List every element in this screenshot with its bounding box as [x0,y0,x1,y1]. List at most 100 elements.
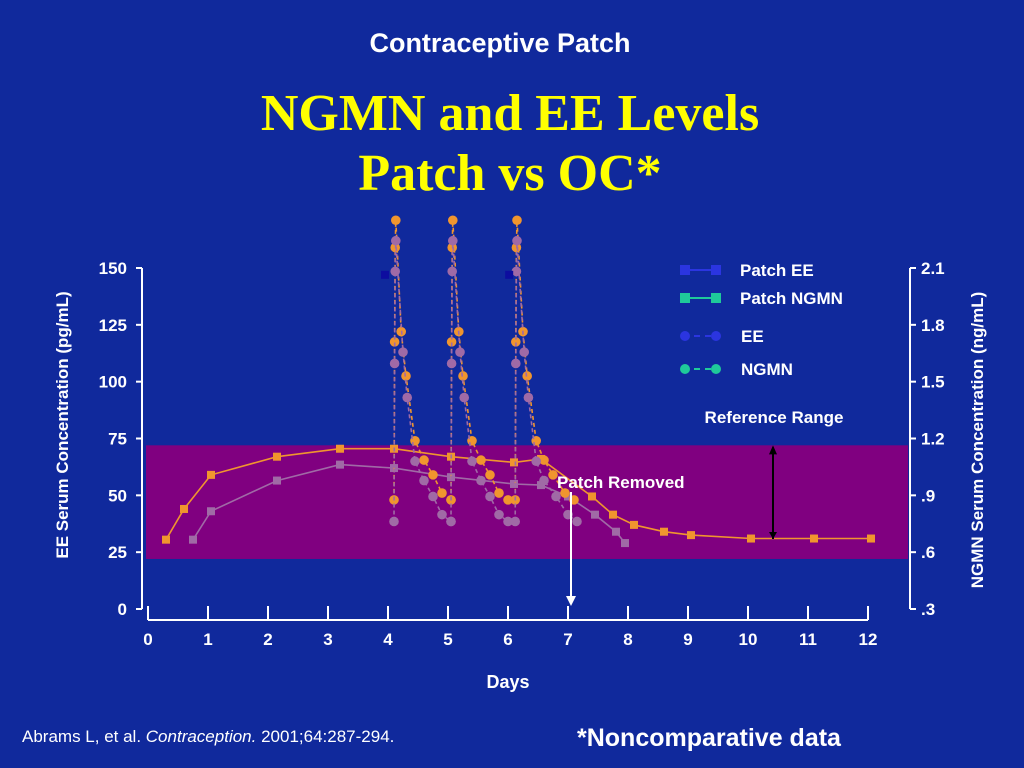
slide-subtitle: Contraceptive Patch [369,28,631,58]
citation-suffix: 2001;64:287-294. [256,727,395,746]
patch-ngmn-point [510,458,518,467]
x-tick-label: 5 [443,630,452,649]
patch-ee-marker-point [381,270,389,279]
ngmn-point [503,495,513,505]
ee-point [494,509,504,520]
ee-point [389,358,400,369]
ee-point [459,392,470,403]
ee-point [519,347,529,357]
y-left-tick-label: 50 [108,486,127,505]
patch-ee-point [273,476,281,485]
ee-point [447,266,458,277]
ngmn-point [476,455,486,465]
reference-range-band [146,445,908,559]
ee-point [510,516,520,527]
ee-point [390,266,401,277]
legend-marker [711,265,721,275]
legend-label: EE [741,327,764,346]
patch-ngmn-point [162,535,170,544]
patch-ee-point [537,481,545,490]
patch-ngmn-point [609,510,617,519]
legend-marker [680,293,690,303]
patch-ee-point [510,479,518,488]
ngmn-point [485,470,495,480]
legend-label: Patch NGMN [740,289,843,308]
legend-marker [680,265,690,275]
ngmn-point [419,455,429,465]
patch-ngmn-point [207,470,215,479]
patch-ee-marker-point [505,270,514,279]
patch-ngmn-point [687,531,695,540]
x-tick-label: 3 [323,630,332,649]
ee-point [455,347,465,357]
ngmn-point [446,337,457,347]
legend-marker [711,331,721,341]
noncomparative-note: *Noncomparative data [577,724,841,752]
x-tick-label: 9 [683,630,692,649]
ngmn-point [437,488,447,498]
y-left-tick-label: 125 [99,316,127,335]
citation: Abrams L, et al. Contraception. 2001;64:… [22,727,394,747]
x-tick-label: 7 [563,630,572,649]
y-left-tick-label: 25 [108,543,127,562]
citation-prefix: Abrams L, et al. [22,727,146,746]
slide-title-line2: Patch vs OC* [358,145,662,202]
y-left-tick-label: 75 [108,430,127,449]
patch-ee-point [207,507,215,516]
chart-legend: Patch EE Patch NGMN EE NGMN [680,261,843,379]
patch-ee-point [591,510,599,519]
patch-ngmn-point [273,452,281,461]
x-tick-label: 2 [263,630,272,649]
ee-point [428,491,438,502]
ee-point [485,491,495,502]
ee-point [511,266,522,277]
patch-ngmn-point [747,534,755,543]
y-right-tick-label: 1.5 [921,373,945,392]
ee-point [467,456,477,467]
legend-label: NGMN [741,360,793,379]
y-right-tick-label: .6 [921,543,935,562]
y-right-tick-label: 1.8 [921,316,945,335]
ee-point [512,235,522,246]
reference-range-arrowhead-top [769,445,777,455]
ee-line [393,240,452,523]
x-tick-label: 6 [503,630,512,649]
chart-annotations [566,445,777,606]
patch-ngmn-point [588,492,596,501]
patch-ngmn-point [180,504,188,513]
ngmn-point [494,488,504,498]
ngmn-point [539,455,549,465]
ee-point [446,358,457,369]
ee-point [523,392,534,403]
ngmn-point [428,470,438,480]
y-left-tick-label: 100 [99,373,127,392]
ee-point [503,516,513,527]
legend-label: Patch EE [740,261,814,280]
patch-ngmn-point [336,444,344,453]
ee-point [446,516,456,527]
y-axis-right-label: NGMN Serum Concentration (ng/mL) [968,292,987,589]
ee-point [391,235,401,246]
ngmn-point [391,215,401,226]
ee-point [410,456,420,467]
ngmn-point [512,215,522,226]
x-tick-label: 10 [739,630,758,649]
legend-marker [680,364,690,374]
y-axis-left-label: EE Serum Concentration (pg/mL) [53,291,72,558]
slide-title-line1: NGMN and EE Levels [260,85,760,142]
x-tick-label: 1 [203,630,212,649]
x-tick-label: 8 [623,630,632,649]
ee-point [398,347,408,357]
patch-ngmn-point [810,534,818,543]
ee-point [511,358,521,369]
patch-removed-arrowhead [566,596,576,606]
patch-ee-point [336,460,344,469]
x-axis-label: Days [486,672,529,692]
ngmn-point [511,337,521,347]
y-left-tick-label: 0 [118,600,127,619]
x-tick-label: 11 [799,630,817,649]
legend-marker [680,331,690,341]
citation-journal: Contraception. [145,727,257,746]
patch-removed-label: Patch Removed [557,473,685,492]
